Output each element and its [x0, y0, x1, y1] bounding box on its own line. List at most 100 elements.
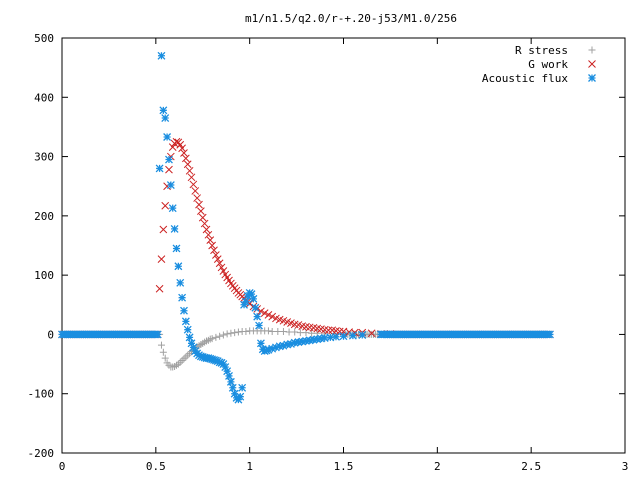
- y-tick-label: 100: [34, 269, 54, 282]
- data-point: [182, 353, 190, 361]
- legend-label: R stress: [515, 44, 568, 57]
- y-tick-label: 300: [34, 151, 54, 164]
- chart-title: m1/n1.5/q2.0/r-+.20-j53/M1.0/256: [245, 12, 457, 25]
- data-point: [172, 361, 180, 369]
- data-point: [332, 332, 340, 341]
- data-point: [253, 312, 262, 321]
- data-point: [163, 133, 172, 141]
- data-point: [240, 300, 248, 309]
- data-point: [215, 259, 224, 268]
- data-point: [176, 140, 185, 149]
- legend-marker: [588, 74, 596, 82]
- data-point: [291, 328, 299, 336]
- data-point: [226, 377, 235, 386]
- data-point: [166, 181, 175, 189]
- data-point: [172, 137, 181, 146]
- data-point: [286, 339, 295, 348]
- data-point: [187, 339, 196, 348]
- data-point: [212, 333, 220, 341]
- y-tick-label: 400: [34, 91, 54, 104]
- data-point: [545, 330, 554, 339]
- data-point: [185, 333, 194, 342]
- data-point: [212, 251, 220, 259]
- data-point: [182, 154, 190, 163]
- y-tick-label: -100: [28, 388, 55, 401]
- data-point: [257, 307, 265, 316]
- data-point: [161, 354, 169, 362]
- data-point: [290, 338, 299, 347]
- data-point: [230, 389, 239, 398]
- data-point: [234, 395, 243, 404]
- data-point: [180, 355, 188, 363]
- data-point: [161, 114, 170, 122]
- data-point: [305, 336, 314, 345]
- data-point: [202, 225, 211, 234]
- data-point: [174, 262, 183, 271]
- x-tick-label: 0.5: [146, 460, 166, 473]
- data-point: [172, 244, 181, 253]
- data-point: [236, 392, 245, 401]
- data-point: [243, 291, 252, 300]
- data-point: [302, 329, 310, 337]
- data-point: [268, 344, 277, 353]
- series-acoustic-flux: [58, 51, 554, 404]
- data-point: [183, 160, 192, 169]
- data-point: [377, 330, 385, 339]
- data-point: [157, 255, 166, 263]
- data-point: [294, 338, 303, 347]
- data-point: [247, 290, 256, 299]
- data-point: [159, 348, 167, 356]
- data-point: [217, 263, 226, 272]
- y-tick-label: 500: [34, 32, 54, 45]
- data-point: [198, 213, 207, 222]
- data-point: [204, 230, 213, 239]
- data-point: [228, 383, 237, 392]
- data-point: [279, 327, 287, 335]
- data-point: [279, 341, 288, 350]
- data-point: [206, 236, 215, 245]
- data-point: [271, 343, 280, 352]
- data-point: [168, 204, 177, 213]
- data-point: [238, 383, 247, 392]
- data-point: [231, 329, 239, 337]
- y-tick-label: 0: [47, 328, 54, 341]
- data-point: [242, 327, 250, 335]
- data-point: [184, 351, 192, 359]
- data-point: [326, 333, 335, 342]
- data-point: [268, 312, 277, 321]
- series-g-work: [58, 137, 554, 339]
- data-point: [216, 332, 224, 340]
- data-point: [200, 219, 209, 228]
- data-point: [221, 363, 230, 371]
- data-point: [159, 225, 168, 234]
- legend-marker: [588, 46, 596, 54]
- data-point: [283, 340, 292, 349]
- data-point: [178, 144, 186, 153]
- x-tick-label: 3: [622, 460, 629, 473]
- data-point: [193, 194, 201, 202]
- axes: [61, 37, 626, 454]
- data-point: [223, 367, 232, 376]
- data-point: [176, 278, 185, 287]
- data-point: [367, 329, 376, 338]
- data-point: [256, 339, 265, 348]
- data-point: [320, 334, 329, 342]
- x-tick-label: 2.5: [521, 460, 541, 473]
- data-point: [206, 335, 214, 343]
- data-point: [161, 201, 170, 210]
- data-point: [260, 309, 269, 317]
- data-point: [189, 343, 198, 352]
- data-point: [155, 284, 164, 293]
- data-point: [157, 51, 166, 60]
- data-point: [185, 166, 194, 175]
- data-point: [225, 371, 233, 380]
- data-point: [264, 311, 273, 319]
- data-point: [234, 328, 242, 336]
- data-point: [309, 335, 318, 344]
- x-tick-label: 2: [434, 460, 441, 473]
- data-point: [339, 332, 348, 341]
- data-point: [249, 294, 258, 303]
- x-tick-label: 1.5: [334, 460, 354, 473]
